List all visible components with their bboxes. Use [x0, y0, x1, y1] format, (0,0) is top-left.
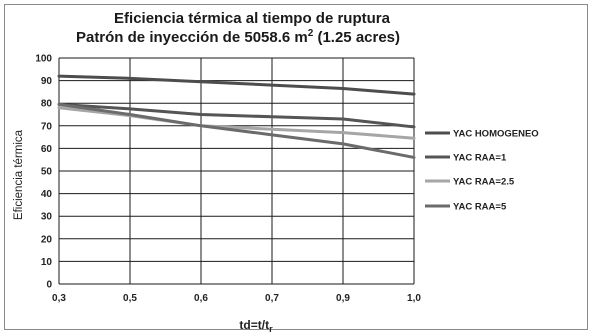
x-tick-label: 0,9 — [336, 293, 350, 304]
y-tick-label: 20 — [41, 234, 53, 245]
legend-label: YAC RAA=2.5 — [453, 177, 515, 188]
y-tick-label: 100 — [35, 54, 52, 65]
chart-title-line-1: Eficiencia térmica al tiempo de ruptura — [114, 10, 391, 27]
legend-label: YAC HOMOGENEO — [453, 129, 539, 140]
legend: YAC HOMOGENEO YAC RAA=1 YAC RAA=2.5 YAC RAA… — [425, 129, 539, 213]
title-line-2-post: (1.25 acres) — [313, 29, 400, 46]
series-lines — [57, 74, 416, 159]
y-tick-label: 70 — [41, 121, 53, 132]
y-tick-label: 10 — [41, 257, 53, 268]
y-tick-label: 60 — [41, 144, 53, 155]
y-tick-labels: 0 10 20 30 40 50 60 70 80 90 100 — [35, 54, 52, 291]
x-axis-label-main: td=t/t — [239, 318, 269, 332]
series-line-2 — [57, 102, 416, 129]
y-axis-label: Eficiencia térmica — [13, 129, 25, 220]
legend-label: YAC RAA=5 — [453, 202, 507, 213]
chart-title-line-2: Patrón de inyección de 5058.6 m2 (1.25 a… — [76, 28, 400, 46]
legend-label: YAC RAA=1 — [453, 153, 507, 164]
x-tick-label: 0,5 — [123, 293, 137, 304]
x-axis-label: td=t/tr — [239, 318, 273, 334]
x-axis-label-sub: r — [269, 324, 273, 334]
y-tick-label: 40 — [41, 189, 53, 200]
series-line-4 — [57, 102, 416, 159]
y-tick-label: 90 — [41, 76, 53, 87]
y-tick-label: 0 — [46, 280, 52, 291]
x-tick-labels: 0,3 0,5 0,6 0,7 0,9 1,0 — [52, 293, 421, 304]
y-tick-label: 80 — [41, 99, 53, 110]
x-tick-label: 1,0 — [407, 293, 421, 304]
x-tick-label: 0,6 — [194, 293, 208, 304]
x-tick-label: 0,7 — [265, 293, 279, 304]
title-line-2-sup: 2 — [308, 28, 314, 39]
series-line-1 — [57, 74, 416, 96]
y-tick-label: 30 — [41, 212, 53, 223]
title-line-2-pre: Patrón de inyección de 5058.6 m — [76, 29, 308, 46]
y-tick-label: 50 — [41, 167, 53, 178]
x-tick-label: 0,3 — [52, 293, 66, 304]
gridlines — [58, 57, 415, 285]
